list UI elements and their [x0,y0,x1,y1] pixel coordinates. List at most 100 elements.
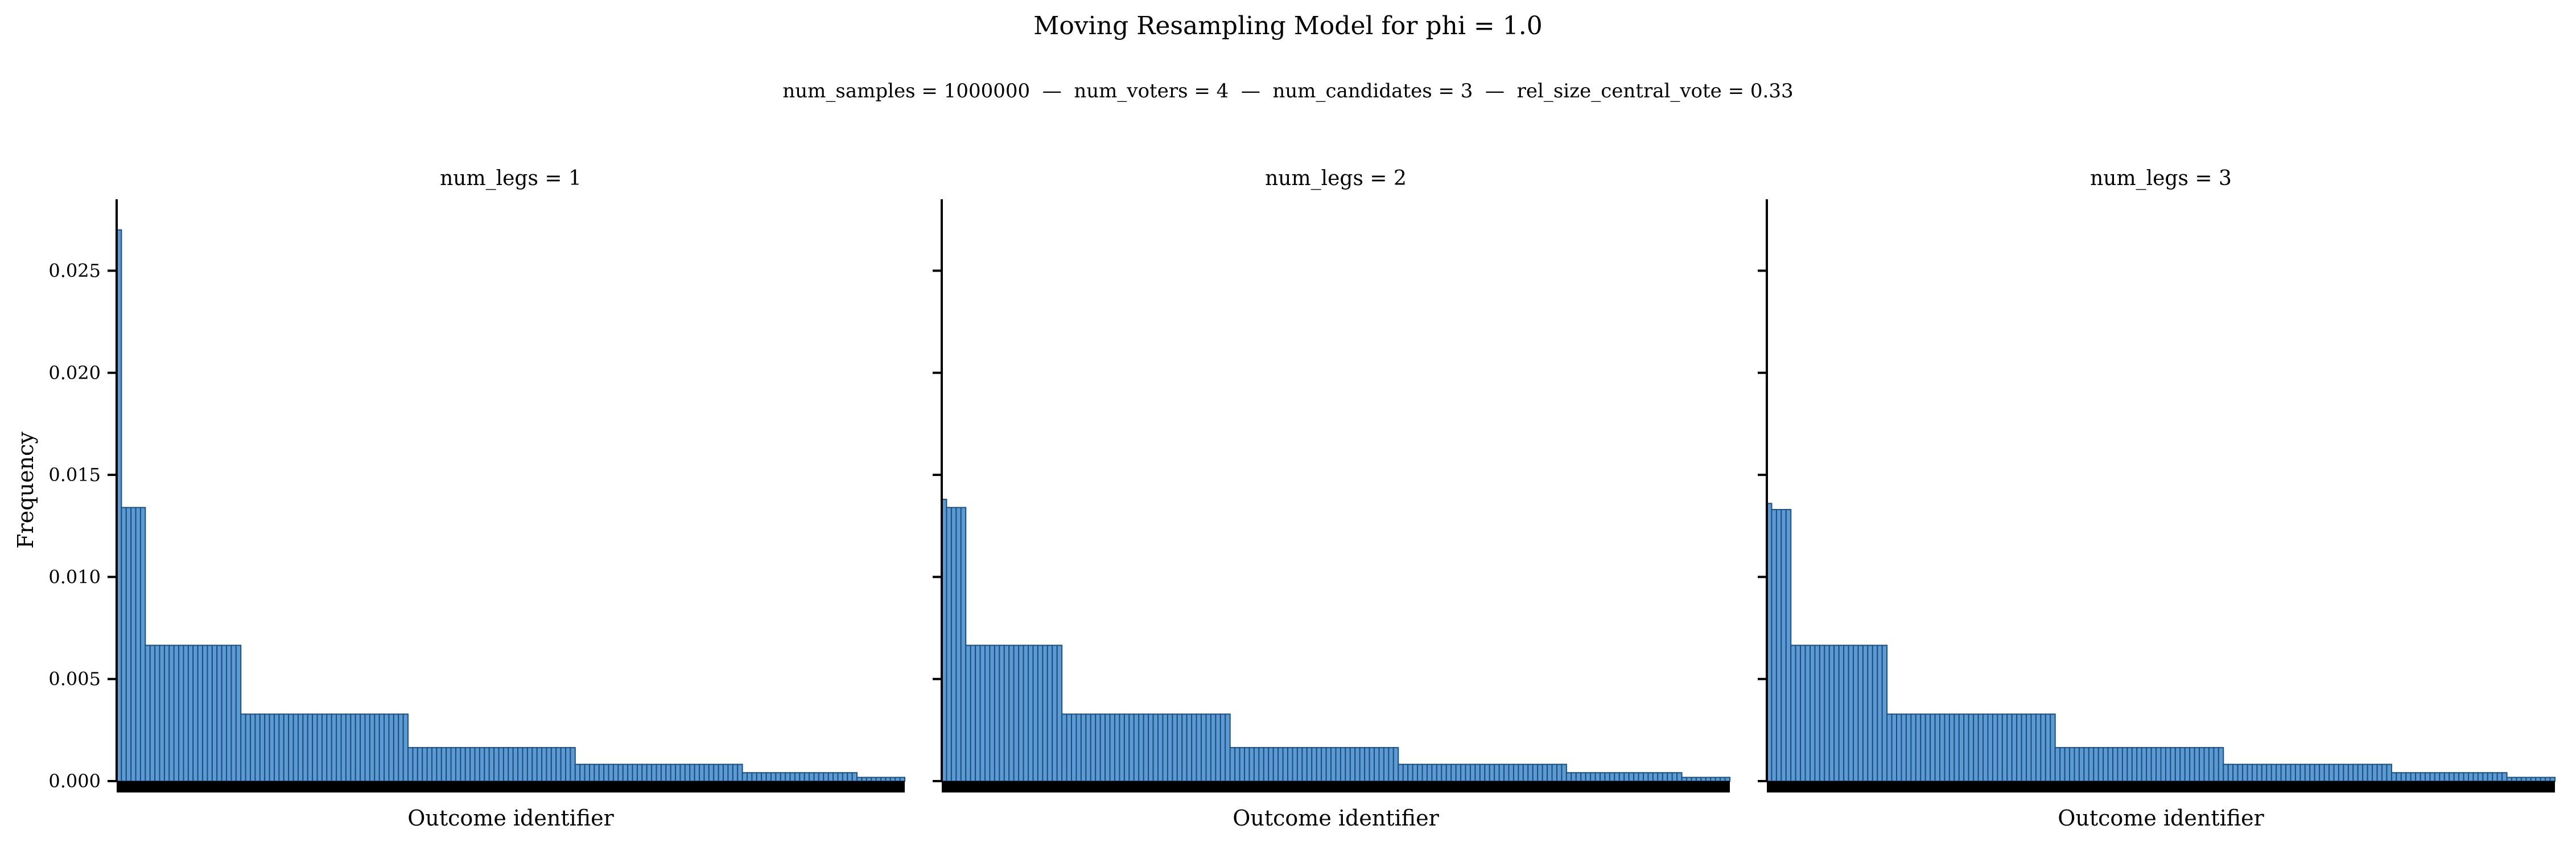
bar [460,747,466,782]
bar [1071,713,1077,782]
bar [264,713,270,782]
bar [211,644,218,782]
bar [2069,747,2075,782]
bar [145,644,151,782]
bar [288,713,294,782]
bar [1958,713,1965,782]
bar [1364,747,1370,782]
bar [684,763,691,782]
bar [2242,763,2248,782]
figure-title: Moving Resampling Model for phi = 1.0 [1033,11,1543,40]
bar [1172,713,1178,782]
bar [2309,763,2315,782]
bar [531,747,538,782]
bar [326,713,332,782]
bar [1532,763,1539,782]
bar [627,763,633,782]
bar [1225,713,1231,782]
bar [374,713,380,782]
bar [2501,772,2508,782]
bar [2362,763,2368,782]
bar [1810,644,1816,782]
y-tick-label: 0.010 [48,566,101,588]
bar [1186,713,1193,782]
bar [1542,763,1548,782]
bar [2136,747,2142,782]
bar [1239,747,1246,782]
bar [1987,713,1993,782]
bar [2001,713,2008,782]
bar [283,713,290,782]
bar [1104,713,1111,782]
bar [675,763,681,782]
bar [1075,713,1082,782]
bar [1032,644,1038,782]
bar [2549,777,2556,782]
bar [2247,763,2253,782]
bar [1537,763,1543,782]
bar [1080,713,1087,782]
bar [2314,763,2321,782]
bar [125,507,132,782]
bar [350,713,356,782]
bar [2429,772,2435,782]
bar [2189,747,2195,782]
bar [1421,763,1428,782]
bar [1128,713,1135,782]
bar [1604,772,1610,782]
bar [885,777,891,782]
bar [274,713,280,782]
bar [636,763,643,782]
bar [837,772,843,782]
bar [1229,747,1236,782]
bar [1934,713,1941,782]
bar [278,713,285,782]
bar [989,644,995,782]
bar [2323,763,2330,782]
bar [488,747,495,782]
bar [823,772,829,782]
bar [2117,747,2123,782]
bar [708,763,715,782]
bar [2184,747,2191,782]
bar [656,763,662,782]
bar [407,747,414,782]
bar [2381,763,2388,782]
bar [1551,763,1557,782]
bar [2256,763,2262,782]
bar [660,763,667,782]
bar [1210,713,1217,782]
bar [2463,772,2469,782]
bar [498,747,504,782]
bar [2352,763,2359,782]
bar [1219,713,1226,782]
bar [827,772,834,782]
bar [1973,713,1979,782]
bar [2126,747,2133,782]
bar [632,763,638,782]
bar [2545,777,2551,782]
bar [1417,763,1423,782]
bar [646,763,653,782]
bar [2237,763,2244,782]
bar [1138,713,1144,782]
bar [1628,772,1635,782]
bar [818,772,825,782]
bar [2155,747,2162,782]
bar [2203,747,2210,782]
bar [536,747,543,782]
bar [2232,763,2239,782]
bar [2319,763,2325,782]
y-tick-label: 0.015 [48,464,101,486]
bar [1599,772,1606,782]
bar [2386,763,2392,782]
bar [2530,777,2537,782]
bar [565,747,571,782]
bar [2097,747,2104,782]
bar [1618,772,1625,782]
bar [1205,713,1211,782]
bar [1388,747,1394,782]
bar [1354,747,1361,782]
bar [2477,772,2484,782]
bar [889,777,896,782]
